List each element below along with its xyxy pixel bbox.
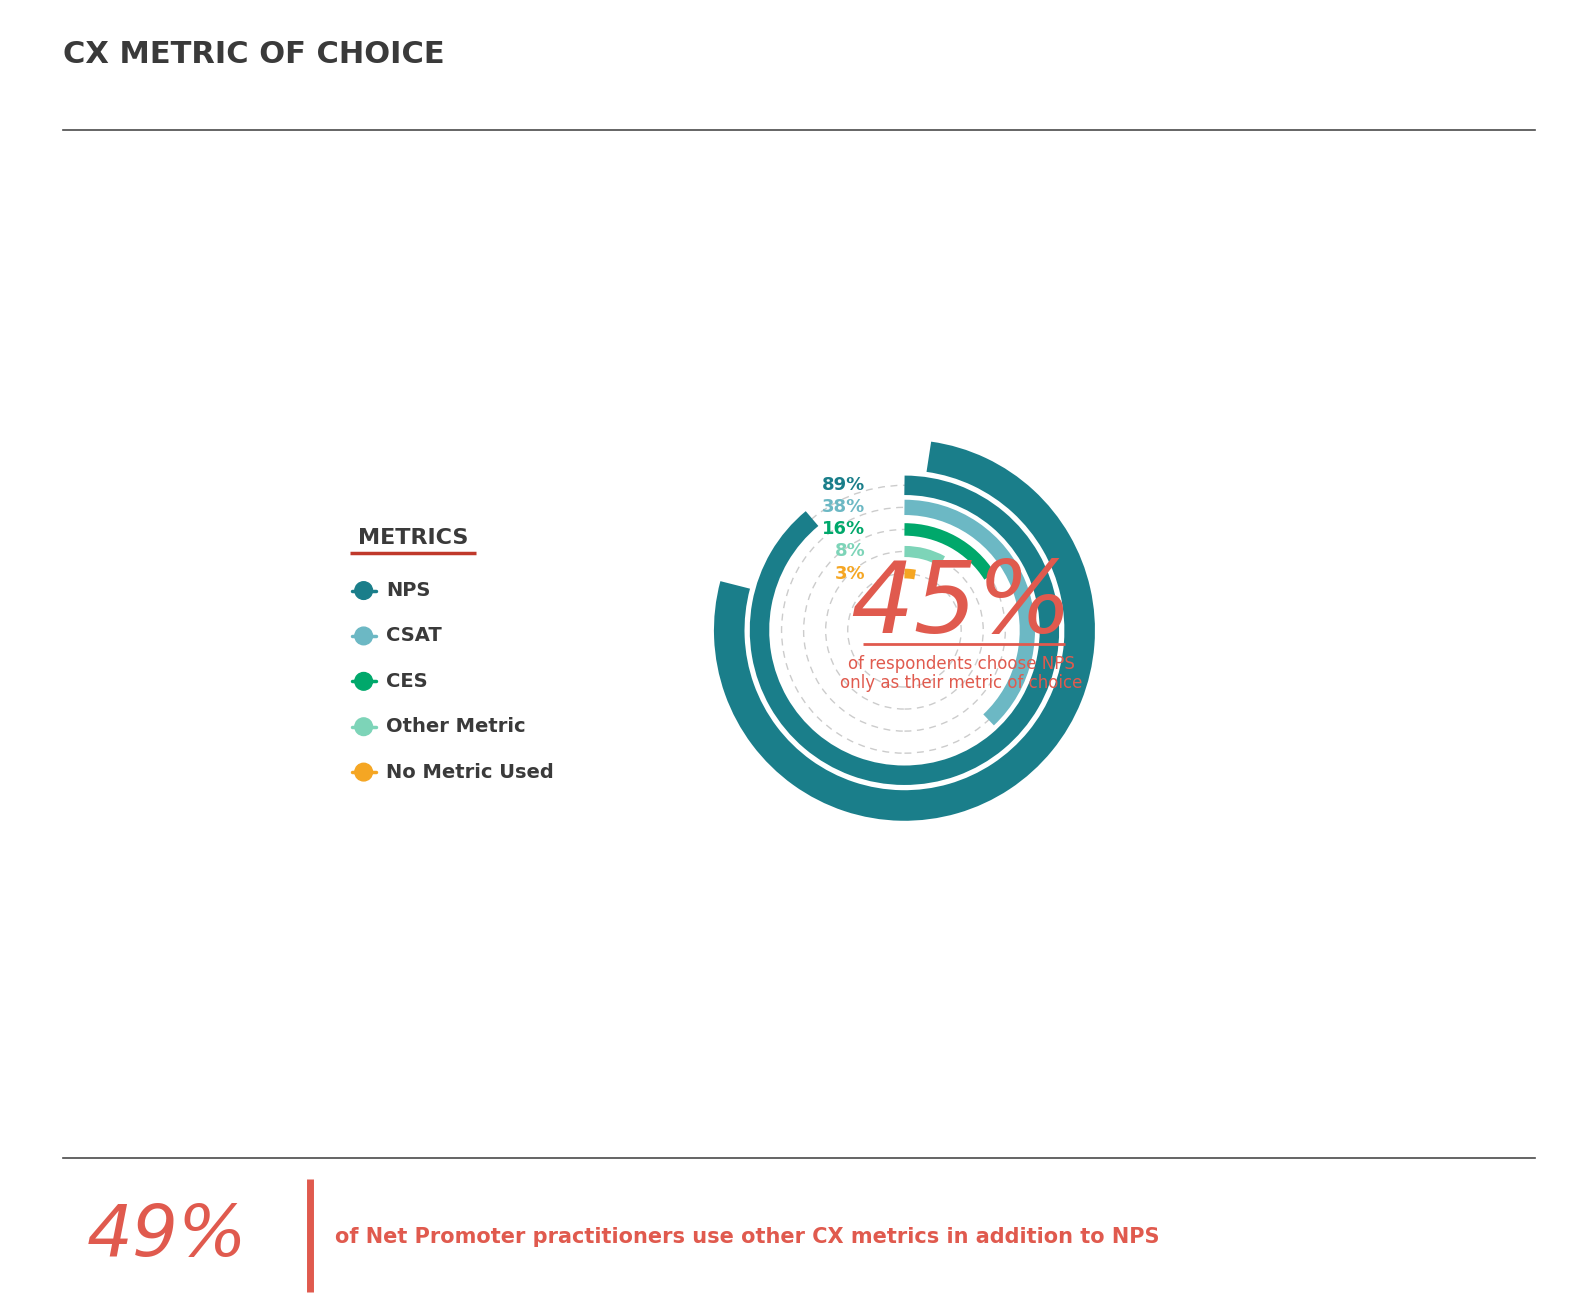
Text: of respondents choose NPS: of respondents choose NPS (848, 656, 1074, 673)
Text: 89%: 89% (823, 476, 865, 495)
Text: NPS: NPS (386, 581, 430, 600)
Text: 38%: 38% (823, 499, 865, 517)
Circle shape (354, 764, 372, 781)
Text: CSAT: CSAT (386, 626, 441, 646)
Text: 8%: 8% (835, 542, 865, 560)
Text: only as their metric of choice: only as their metric of choice (840, 674, 1082, 693)
Text: 16%: 16% (823, 521, 865, 538)
Circle shape (354, 581, 372, 600)
Text: Other Metric: Other Metric (386, 718, 525, 736)
Text: METRICS: METRICS (358, 529, 468, 548)
Circle shape (354, 673, 372, 690)
Text: CX METRIC OF CHOICE: CX METRIC OF CHOICE (63, 41, 445, 70)
Text: of Net Promoter practitioners use other CX metrics in addition to NPS: of Net Promoter practitioners use other … (335, 1227, 1160, 1246)
Text: CES: CES (386, 672, 429, 691)
Circle shape (354, 627, 372, 644)
Text: 3%: 3% (835, 564, 865, 583)
Text: 45%: 45% (850, 556, 1073, 653)
Text: 49%: 49% (87, 1203, 248, 1271)
Circle shape (354, 718, 372, 736)
Text: No Metric Used: No Metric Used (386, 762, 554, 782)
